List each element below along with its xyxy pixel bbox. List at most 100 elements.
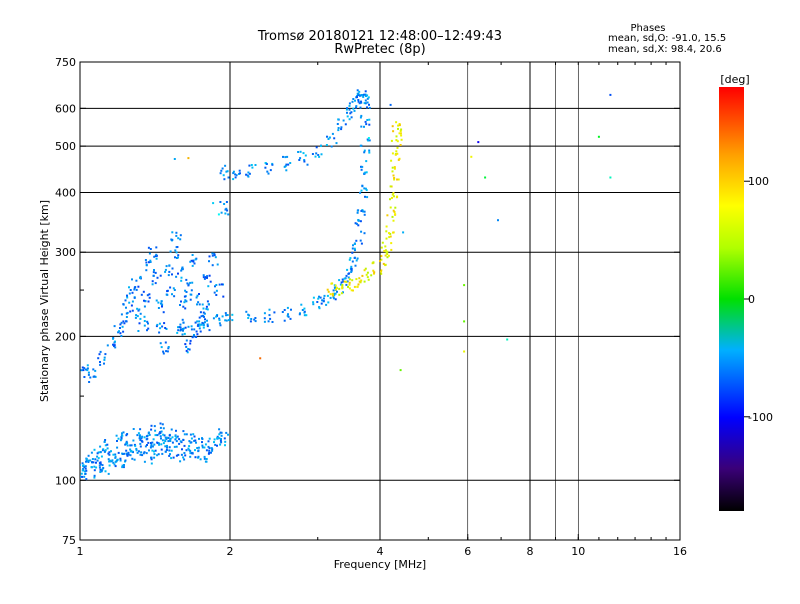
data-point [218,433,221,436]
data-point [358,280,361,283]
data-point [193,439,196,442]
data-point [144,259,147,261]
data-point [340,128,343,131]
data-point [80,464,81,466]
data-point [157,453,160,456]
data-point [219,324,222,327]
data-point [94,375,97,378]
data-point [346,280,349,283]
data-point [136,315,139,318]
data-point [129,444,132,447]
data-point [200,315,203,318]
data-point [202,311,205,314]
data-point [506,338,509,341]
data-point [114,340,116,343]
data-point [146,444,148,446]
data-point [154,255,157,257]
data-point [226,209,229,212]
data-point [363,93,366,96]
data-point [205,307,208,310]
data-point [141,435,144,438]
data-point [254,317,257,319]
data-point [390,159,393,162]
x-axis-ticks: 1 2 4 6 8 10 16 [77,62,687,558]
data-point [122,303,125,306]
data-point [380,272,383,275]
data-point [340,292,343,295]
data-point [148,433,151,436]
data-point [192,335,195,338]
data-point [136,434,139,437]
data-point [247,317,250,319]
data-point [251,166,254,169]
data-point [363,125,365,128]
data-point [159,274,162,277]
data-point [397,127,399,130]
data-point [179,460,182,463]
data-point [326,294,329,297]
data-point [365,95,367,97]
data-point [192,260,195,263]
data-point [119,459,122,462]
data-point [174,249,177,252]
data-point [143,460,146,463]
data-point [167,440,170,443]
data-point [210,447,213,450]
data-point [597,135,600,138]
data-point [380,258,383,261]
data-point [139,312,142,315]
data-point [108,464,111,467]
data-point [196,333,199,336]
data-point [384,263,387,266]
data-point [114,456,117,459]
data-point [162,311,165,314]
data-point [396,140,399,143]
data-point [165,437,168,440]
data-point [204,318,206,321]
data-point [362,210,365,213]
data-point [298,313,301,316]
data-point [185,449,188,452]
data-point [98,353,101,356]
data-point [87,373,90,376]
data-point [315,146,318,149]
data-point [346,115,349,118]
data-point [80,369,83,372]
data-point [102,467,105,469]
data-point [83,376,86,378]
data-point [389,103,392,106]
data-point [253,318,256,321]
data-point [157,301,160,304]
data-point [349,112,352,115]
data-point [154,449,157,452]
data-point [198,323,201,326]
data-point [189,260,192,263]
data-point [110,450,112,453]
data-point [215,289,218,292]
data-point [126,454,129,457]
data-point [175,246,178,249]
data-point [92,461,95,464]
data-point [143,436,146,439]
data-point [165,293,168,296]
data-point [112,461,115,464]
data-point [146,437,149,440]
data-point [345,280,348,283]
data-point [155,253,158,256]
data-point [164,445,167,448]
data-point [121,434,124,437]
data-point [356,211,359,214]
data-point [336,123,339,125]
data-point [138,437,141,440]
data-point [156,323,159,326]
data-point [283,309,286,311]
data-point [368,106,371,109]
data-point [216,437,219,440]
data-point [356,92,359,95]
data-point [396,195,399,198]
data-point [162,442,165,445]
data-point [131,450,134,453]
data-point [214,285,216,288]
data-point [91,461,93,464]
data-point [166,350,169,353]
